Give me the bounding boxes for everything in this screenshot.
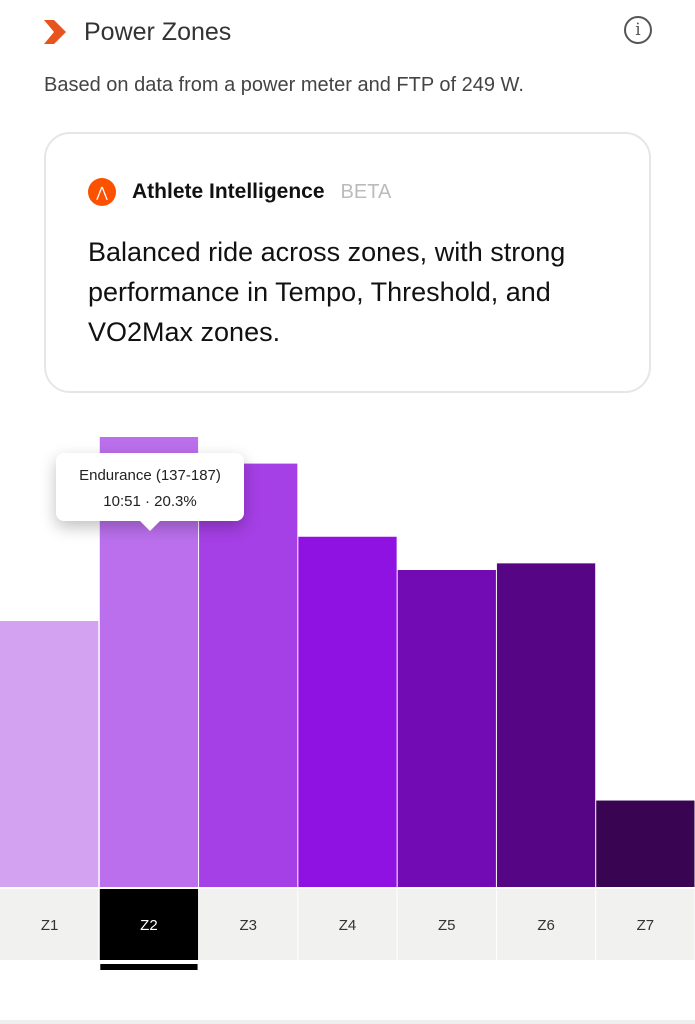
- athlete-intelligence-card: ⋀ Athlete Intelligence BETA Balanced rid…: [44, 132, 651, 393]
- bar-z5[interactable]: [397, 570, 496, 887]
- beta-badge: BETA: [340, 180, 392, 203]
- bar-z7[interactable]: [596, 800, 695, 887]
- bar-z3[interactable]: [199, 463, 298, 887]
- zone-label: Z7: [637, 917, 655, 934]
- power-zones-icon: [44, 20, 66, 44]
- subtitle: Based on data from a power meter and FTP…: [44, 74, 524, 96]
- zone-tab-z4[interactable]: [298, 889, 397, 960]
- zone-tooltip: Endurance (137-187) 10:51 · 20.3%: [56, 453, 244, 531]
- info-icon[interactable]: i: [624, 16, 652, 44]
- zone-tab-z5[interactable]: [397, 889, 496, 960]
- tooltip-detail: 10:51 · 20.3%: [103, 493, 197, 510]
- page-title: Power Zones: [84, 17, 232, 46]
- zone-label: Z4: [339, 917, 357, 934]
- header: Power Zones i: [44, 14, 667, 50]
- strava-logo-icon: ⋀: [88, 178, 116, 206]
- zone-label: Z2: [140, 917, 158, 934]
- zone-label: Z5: [438, 917, 456, 934]
- ai-name: Athlete Intelligence: [132, 180, 325, 203]
- zone-tab-z6[interactable]: [496, 889, 596, 960]
- zone-label: Z6: [537, 917, 555, 934]
- divider: [0, 1020, 695, 1024]
- zone-label: Z3: [239, 917, 257, 934]
- zone-tab-z7[interactable]: [596, 889, 695, 960]
- zone-label: Z1: [41, 917, 59, 934]
- bar-z6[interactable]: [496, 563, 596, 887]
- ai-summary: Balanced ride across zones, with strong …: [88, 237, 566, 347]
- selected-indicator: [100, 964, 198, 970]
- zone-tab-z1[interactable]: [0, 889, 99, 960]
- tooltip-title: Endurance (137-187): [79, 467, 221, 484]
- bar-z1[interactable]: [0, 620, 99, 887]
- zone-tab-z3[interactable]: [199, 889, 298, 960]
- bar-z4[interactable]: [298, 536, 397, 887]
- power-zones-chart: Z1 Z2 Z3 Z4 Z5 Z6 Z7: [0, 437, 695, 970]
- zone-tab-z2[interactable]: [99, 889, 199, 960]
